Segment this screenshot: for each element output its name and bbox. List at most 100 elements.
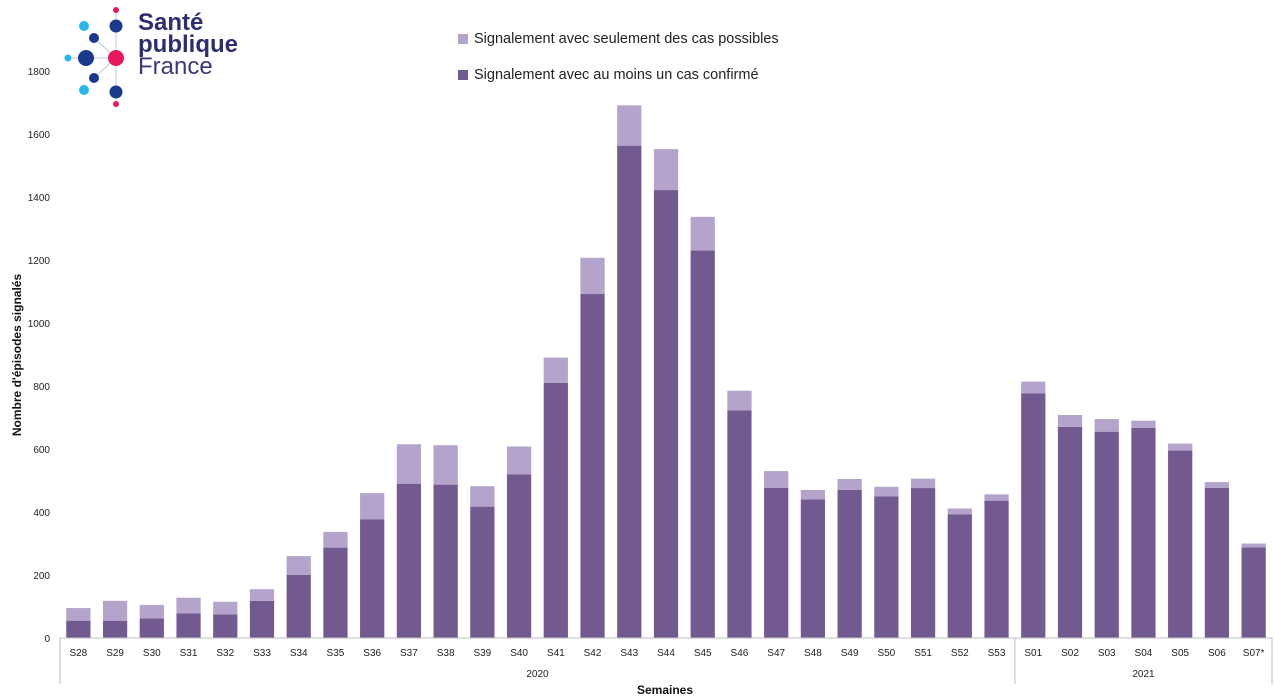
x-tick-label: S41 [547, 648, 565, 659]
bar-possible [1131, 420, 1156, 428]
x-tick-label: S45 [694, 648, 712, 659]
x-tick-label: S38 [437, 648, 455, 659]
legend-swatch-confirmed [458, 70, 468, 80]
year-group-label: 2021 [1132, 669, 1155, 680]
x-tick-label: S30 [143, 648, 161, 659]
bar-confirmed [580, 294, 605, 638]
bar-possible [323, 531, 348, 548]
bar-possible [874, 486, 899, 497]
y-tick-label: 1800 [28, 67, 51, 78]
legend-label-confirmed: Signalement avec au moins un cas confirm… [474, 67, 759, 83]
bar-confirmed [323, 547, 348, 638]
bar-possible [470, 486, 495, 507]
bar-confirmed [837, 489, 862, 638]
bar-confirmed [66, 620, 91, 638]
y-tick-label: 1400 [28, 193, 51, 204]
legend-item-confirmed: Signalement avec au moins un cas confirm… [458, 66, 779, 84]
x-tick-label: S48 [804, 648, 822, 659]
bar-confirmed [176, 613, 201, 638]
bar-possible [947, 508, 972, 515]
logo-molecule-icon [64, 7, 124, 107]
bar-confirmed [874, 496, 899, 638]
bar-possible [764, 471, 789, 488]
bar-possible [102, 600, 128, 621]
logo-line-3: France [138, 53, 213, 80]
bar-possible [1168, 443, 1193, 451]
x-tick-label: S29 [106, 648, 124, 659]
x-tick-label: S52 [951, 648, 969, 659]
bar-possible [617, 105, 642, 146]
bar-possible [1204, 482, 1230, 488]
x-tick-label: S31 [180, 648, 198, 659]
x-tick-label: S07* [1243, 648, 1265, 659]
x-tick-label: S04 [1135, 648, 1153, 659]
bar-confirmed [1131, 427, 1156, 638]
bar-possible [396, 444, 422, 484]
bar-possible [1057, 414, 1083, 427]
x-tick-label: S43 [620, 648, 638, 659]
legend-swatch-possible [458, 34, 468, 44]
bar-possible [1094, 419, 1119, 432]
x-tick-label: S42 [584, 648, 602, 659]
bar-possible [249, 589, 275, 601]
x-tick-label: S51 [914, 648, 932, 659]
bar-confirmed [727, 410, 752, 638]
x-tick-label: S47 [767, 648, 785, 659]
bar-possible [910, 478, 936, 489]
x-tick-label: S05 [1171, 648, 1189, 659]
bar-possible [800, 489, 826, 500]
bar-confirmed [433, 484, 458, 638]
y-tick-label: 1200 [28, 256, 51, 267]
x-tick-label: S03 [1098, 648, 1116, 659]
chart-legend: Signalement avec seulement des cas possi… [458, 30, 779, 102]
bar-possible [213, 601, 238, 615]
bar-possible [653, 149, 679, 191]
bar-confirmed [984, 500, 1009, 638]
bar-confirmed [764, 487, 789, 638]
x-tick-label: S01 [1024, 648, 1042, 659]
x-tick-label: S44 [657, 648, 675, 659]
y-axis-title: Nombre d'épisodes signalés [10, 274, 24, 437]
bar-confirmed [1204, 487, 1230, 638]
bar-confirmed [360, 519, 385, 638]
bar-confirmed [543, 382, 568, 638]
bar-possible [433, 445, 458, 485]
bar-possible [1241, 543, 1266, 548]
bar-confirmed [213, 614, 238, 638]
x-axis-title: Semaines [637, 683, 693, 697]
y-tick-label: 400 [33, 508, 50, 519]
bar-possible [580, 257, 605, 295]
bar-possible [176, 597, 201, 614]
logo-line-2: publique [138, 31, 238, 58]
y-tick-label: 1000 [28, 319, 51, 330]
y-tick-label: 1600 [28, 130, 51, 141]
bar-possible [66, 608, 91, 621]
x-tick-label: S36 [363, 648, 381, 659]
bar-confirmed [249, 600, 275, 638]
bar-possible [1021, 381, 1046, 394]
bar-confirmed [947, 514, 972, 638]
x-tick-label: S40 [510, 648, 528, 659]
bar-possible [139, 604, 164, 619]
x-tick-label: S06 [1208, 648, 1226, 659]
bar-confirmed [286, 575, 311, 638]
x-tick-label: S53 [988, 648, 1006, 659]
logo-wordmark: Santé publique France [138, 11, 238, 80]
x-tick-label: S35 [327, 648, 345, 659]
bar-possible [837, 478, 862, 490]
x-tick-label: S33 [253, 648, 271, 659]
bar-confirmed [396, 483, 422, 638]
bar-possible [984, 494, 1009, 501]
bar-confirmed [1241, 547, 1266, 638]
x-tick-label: S34 [290, 648, 308, 659]
y-tick-label: 600 [33, 445, 50, 456]
y-tick-label: 200 [33, 571, 50, 582]
bar-confirmed [800, 499, 826, 638]
bar-possible [506, 446, 532, 475]
x-tick-label: S28 [69, 648, 87, 659]
year-group-label: 2020 [526, 669, 549, 680]
x-tick-label: S02 [1061, 648, 1079, 659]
x-tick-label: S46 [731, 648, 749, 659]
x-tick-label: S39 [473, 648, 491, 659]
